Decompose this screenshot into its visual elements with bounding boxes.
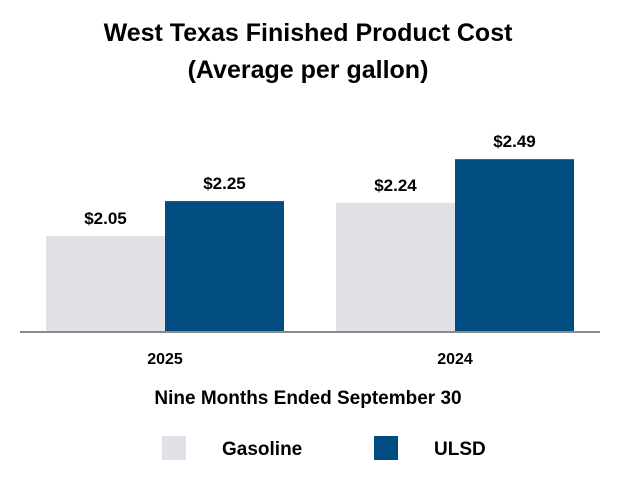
legend: Gasoline ULSD: [162, 436, 486, 460]
data-label-ulsd-2024: $2.49: [493, 132, 536, 151]
legend-swatch-gasoline: [162, 436, 186, 460]
value-labels-group: $2.05 $2.25 $2.24 $2.49: [84, 132, 536, 228]
x-tick-label-2025: 2025: [147, 351, 183, 368]
x-axis-title: Nine Months Ended September 30: [154, 388, 461, 409]
data-label-gasoline-2024: $2.24: [374, 176, 417, 195]
bar-ulsd-2025: [165, 201, 284, 332]
bar-ulsd-2024: [455, 159, 574, 332]
x-tick-labels-group: 2025 2024: [147, 351, 473, 368]
x-tick-label-2024: 2024: [437, 351, 473, 368]
bars-group: [46, 159, 574, 332]
chart-title-line-1: West Texas Finished Product Cost: [104, 19, 514, 47]
legend-label-ulsd: ULSD: [434, 439, 486, 460]
legend-label-gasoline: Gasoline: [222, 439, 302, 460]
chart-title-line-2: (Average per gallon): [188, 56, 429, 84]
data-label-ulsd-2025: $2.25: [203, 174, 246, 193]
data-label-gasoline-2025: $2.05: [84, 209, 127, 228]
bar-gasoline-2025: [46, 236, 165, 332]
bar-gasoline-2024: [336, 202, 455, 332]
legend-swatch-ulsd: [374, 436, 398, 460]
